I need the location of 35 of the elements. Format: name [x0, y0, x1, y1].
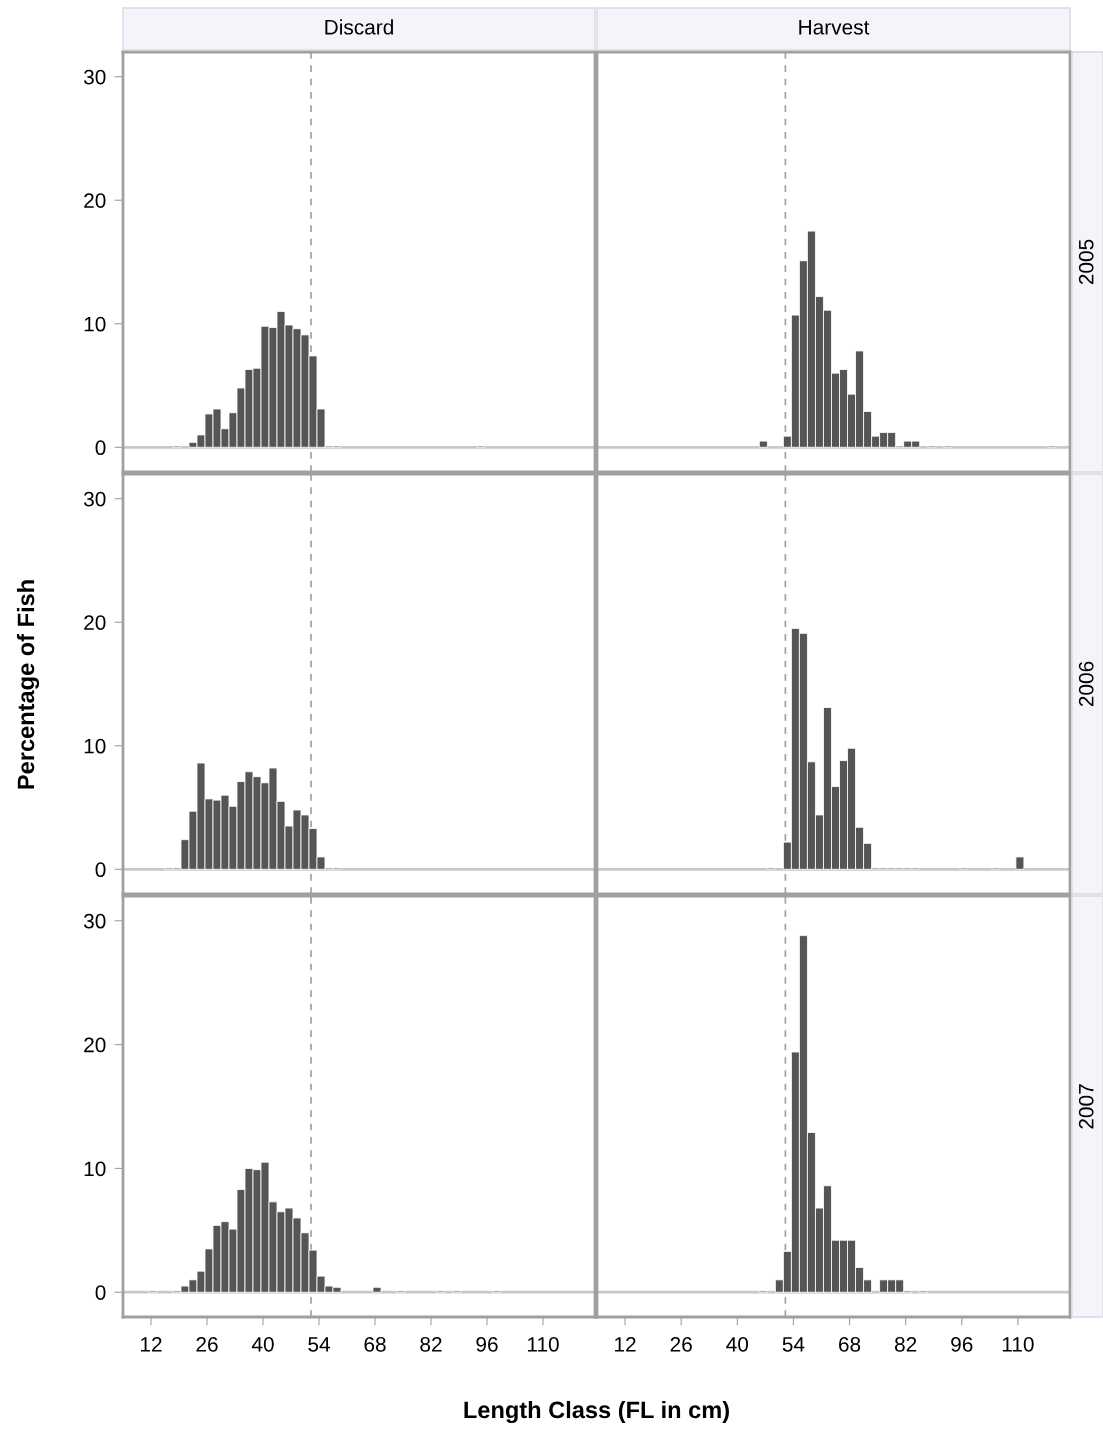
- y-axis-title: Percentage of Fish: [16, 580, 40, 789]
- y2-axis-title: 2007: [1078, 1084, 1094, 1129]
- y-tick-label: 0: [95, 440, 106, 456]
- x-tick-label: 40: [726, 1336, 749, 1352]
- y-tick-label: 10: [84, 1161, 106, 1177]
- x-axis-title: Length Class (FL in cm): [464, 1400, 729, 1424]
- x-tick-label: 96: [476, 1336, 498, 1352]
- x-tick-label: 26: [670, 1336, 692, 1352]
- y2-axis-title: 2006: [1078, 661, 1094, 707]
- x-tick-label: 54: [308, 1337, 330, 1352]
- x-tick-label: 68: [364, 1336, 386, 1352]
- chart-title: Harvest: [799, 20, 870, 35]
- x-tick-label: 68: [839, 1336, 861, 1352]
- y-tick-label: 10: [84, 316, 106, 332]
- x-tick-label: 26: [196, 1336, 218, 1352]
- x-tick-label: 110: [527, 1336, 559, 1352]
- y-tick-label: 30: [83, 913, 106, 929]
- y-tick-label: 20: [84, 1037, 106, 1053]
- x-tick-label: 54: [782, 1337, 805, 1352]
- y-tick-label: 20: [84, 193, 106, 208]
- y-tick-label: 30: [83, 491, 106, 507]
- chart-title: Discard: [325, 19, 393, 35]
- y-tick-label: 20: [84, 615, 106, 630]
- y-tick-label: 0: [95, 1285, 106, 1300]
- x-tick-label: 12: [615, 1336, 636, 1352]
- x-tick-label: 96: [951, 1336, 973, 1352]
- y2-axis-title: 2005: [1078, 239, 1094, 285]
- y-tick-label: 10: [84, 738, 106, 754]
- x-tick-label: 40: [251, 1336, 274, 1352]
- x-tick-label: 110: [1002, 1336, 1034, 1352]
- y-tick-label: 30: [83, 69, 106, 85]
- x-tick-label: 12: [141, 1336, 162, 1352]
- x-tick-label: 82: [894, 1336, 917, 1352]
- y-tick-label: 0: [95, 862, 106, 878]
- x-tick-label: 82: [420, 1336, 442, 1352]
